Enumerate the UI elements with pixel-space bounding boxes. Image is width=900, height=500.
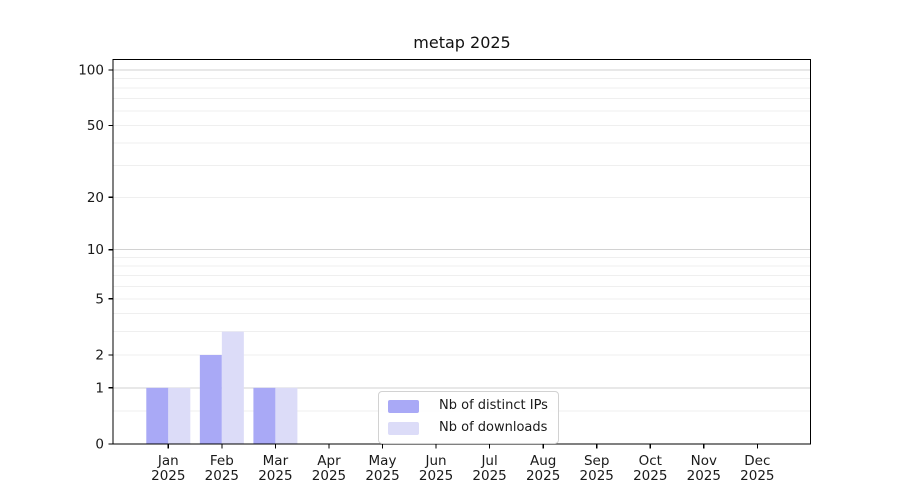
x-tick-label-month: Nov bbox=[691, 453, 717, 469]
x-tick-label-month: Jan bbox=[157, 453, 179, 469]
x-tick-label-year: 2025 bbox=[365, 468, 399, 484]
x-tick-label-year: 2025 bbox=[633, 468, 667, 484]
y-tick-label: 0 bbox=[95, 437, 104, 453]
x-tick-label-year: 2025 bbox=[687, 468, 721, 484]
x-tick-label-year: 2025 bbox=[472, 468, 506, 484]
bar-mar-downloads bbox=[275, 387, 298, 444]
legend-swatch-distinct-ips-icon bbox=[388, 399, 419, 413]
x-tick-label-month: Jun bbox=[425, 453, 447, 469]
x-tick-label-year: 2025 bbox=[419, 468, 453, 484]
bar-jan-downloads bbox=[168, 387, 191, 444]
legend: Nb of distinct IPs Nb of downloads bbox=[378, 391, 559, 444]
x-tick-label-month: Sep bbox=[584, 453, 609, 469]
x-tick-label-month: Dec bbox=[744, 453, 770, 469]
bar-feb-distinct-ips bbox=[199, 354, 222, 444]
x-tick-label-month: Oct bbox=[639, 453, 662, 469]
legend-label-distinct-ips: Nb of distinct IPs bbox=[439, 398, 548, 413]
y-tick-label: 10 bbox=[87, 242, 104, 258]
chart-title: metap 2025 bbox=[413, 33, 511, 52]
x-tick-label-year: 2025 bbox=[312, 468, 346, 484]
bar-jan-distinct-ips bbox=[146, 387, 169, 444]
x-tick-label-year: 2025 bbox=[580, 468, 614, 484]
x-tick-label-year: 2025 bbox=[205, 468, 239, 484]
x-axis-ticks: Jan2025Feb2025Mar2025Apr2025May2025Jun20… bbox=[151, 444, 775, 484]
bars-distinct-ips bbox=[146, 354, 276, 444]
x-tick-label-month: Aug bbox=[530, 453, 556, 469]
y-tick-label: 1 bbox=[95, 380, 104, 396]
x-tick-label-month: May bbox=[369, 453, 397, 469]
x-tick-label-year: 2025 bbox=[151, 468, 185, 484]
axes-frame bbox=[112, 58, 812, 445]
minor-gridlines bbox=[113, 77, 811, 412]
x-tick-label-month: Mar bbox=[263, 453, 289, 469]
x-tick-label-year: 2025 bbox=[526, 468, 560, 484]
y-tick-label: 50 bbox=[87, 118, 104, 134]
bars-downloads bbox=[168, 331, 298, 444]
legend-label-downloads: Nb of downloads bbox=[439, 420, 548, 435]
x-tick-label-month: Feb bbox=[210, 453, 234, 469]
bar-feb-downloads bbox=[221, 331, 244, 444]
x-tick-label-year: 2025 bbox=[258, 468, 292, 484]
major-gridlines bbox=[113, 69, 811, 389]
bar-mar-distinct-ips bbox=[253, 387, 276, 444]
legend-item-downloads: Nb of downloads bbox=[388, 420, 548, 436]
y-tick-label: 2 bbox=[95, 347, 104, 363]
legend-swatch-downloads-icon bbox=[388, 421, 419, 435]
x-tick-label-month: Apr bbox=[317, 453, 341, 469]
y-axis-ticks: 0 1 2 5 10 20 50 100 bbox=[78, 62, 113, 453]
x-tick-label-month: Jul bbox=[480, 453, 497, 469]
y-tick-label: 100 bbox=[78, 62, 104, 78]
x-tick-label-year: 2025 bbox=[740, 468, 774, 484]
y-tick-label: 5 bbox=[95, 291, 104, 307]
y-tick-label: 20 bbox=[87, 190, 104, 206]
legend-item-distinct-ips: Nb of distinct IPs bbox=[388, 398, 548, 414]
